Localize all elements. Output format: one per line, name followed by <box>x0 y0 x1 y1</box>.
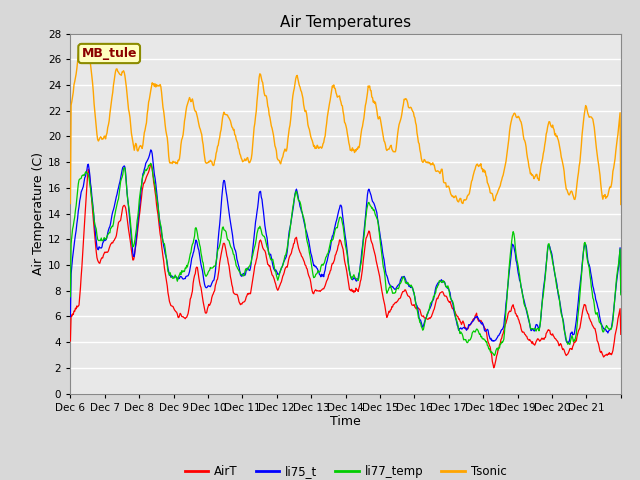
Text: MB_tule: MB_tule <box>81 47 137 60</box>
Legend: AirT, li75_t, li77_temp, Tsonic: AirT, li75_t, li77_temp, Tsonic <box>180 461 511 480</box>
X-axis label: Time: Time <box>330 415 361 429</box>
Title: Air Temperatures: Air Temperatures <box>280 15 411 30</box>
Y-axis label: Air Temperature (C): Air Temperature (C) <box>33 152 45 275</box>
